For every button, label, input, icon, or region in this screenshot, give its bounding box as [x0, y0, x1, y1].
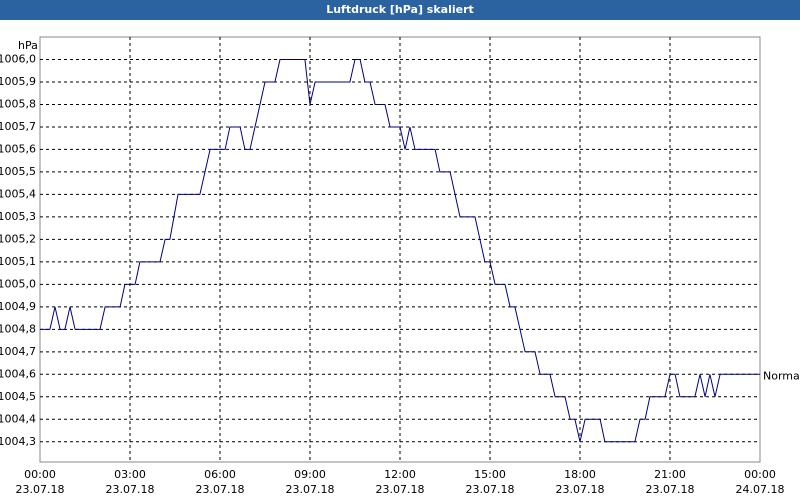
- y-tick-label: 1004,6: [0, 367, 36, 380]
- x-tick-label: 03:00: [114, 468, 146, 481]
- legend-label: Normal: [763, 369, 800, 382]
- x-tick-date: 23.07.18: [556, 483, 605, 496]
- y-tick-label: 1004,5: [0, 390, 36, 403]
- y-tick-label: 1005,4: [0, 187, 36, 200]
- y-axis-label: hPa: [18, 39, 38, 52]
- x-tick-date: 23.07.18: [106, 483, 155, 496]
- y-tick-label: 1005,2: [0, 232, 36, 245]
- y-tick-label: 1004,7: [0, 345, 36, 358]
- x-tick-label: 06:00: [204, 468, 236, 481]
- x-tick-date: 24.07.18: [736, 483, 785, 496]
- y-tick-label: 1005,7: [0, 120, 36, 133]
- x-tick-label: 00:00: [24, 468, 56, 481]
- x-tick-date: 23.07.18: [286, 483, 335, 496]
- y-tick-label: 1004,3: [0, 435, 36, 448]
- x-tick-label: 21:00: [654, 468, 686, 481]
- x-tick-label: 18:00: [564, 468, 596, 481]
- y-tick-label: 1006,0: [0, 52, 36, 65]
- y-tick-label: 1005,1: [0, 255, 36, 268]
- x-tick-label: 00:00: [744, 468, 776, 481]
- x-tick-label: 09:00: [294, 468, 326, 481]
- x-tick-label: 15:00: [474, 468, 506, 481]
- y-tick-label: 1004,9: [0, 300, 36, 313]
- x-tick-date: 23.07.18: [16, 483, 65, 496]
- y-tick-label: 1005,9: [0, 75, 36, 88]
- x-tick-date: 23.07.18: [196, 483, 245, 496]
- y-tick-label: 1005,0: [0, 277, 36, 290]
- x-tick-date: 23.07.18: [646, 483, 695, 496]
- y-tick-label: 1005,5: [0, 165, 36, 178]
- y-tick-label: 1005,3: [0, 210, 36, 223]
- y-tick-label: 1005,6: [0, 142, 36, 155]
- x-tick-date: 23.07.18: [376, 483, 425, 496]
- y-tick-label: 1005,8: [0, 97, 36, 110]
- x-tick-label: 12:00: [384, 468, 416, 481]
- chart-title: Luftdruck [hPa] skaliert: [326, 3, 474, 16]
- y-tick-label: 1004,4: [0, 412, 36, 425]
- y-tick-label: 1004,8: [0, 322, 36, 335]
- x-tick-date: 23.07.18: [466, 483, 515, 496]
- title-bar: [0, 0, 800, 20]
- line: [40, 58, 760, 443]
